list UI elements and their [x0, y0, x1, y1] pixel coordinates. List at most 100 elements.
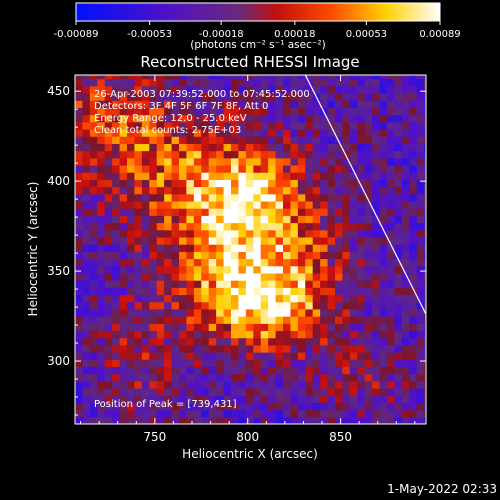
heatmap-cell: [335, 359, 344, 368]
heatmap-cell: [327, 272, 336, 281]
heatmap-cell: [364, 337, 373, 346]
heatmap-cell: [193, 114, 202, 123]
heatmap-cell: [424, 395, 426, 404]
heatmap-cell: [372, 92, 381, 101]
heatmap-cell: [327, 287, 336, 296]
heatmap-cell: [231, 265, 240, 274]
heatmap-cell: [231, 143, 240, 152]
heatmap-cell: [134, 222, 143, 231]
heatmap-cell: [208, 136, 217, 144]
heatmap-cell: [134, 164, 143, 173]
heatmap-cell: [171, 208, 180, 216]
heatmap-cell: [364, 294, 373, 303]
heatmap-cell: [89, 78, 98, 87]
heatmap-cell: [97, 164, 106, 173]
heatmap-cell: [253, 251, 262, 260]
heatmap-cell: [223, 395, 232, 404]
heatmap-cell: [401, 208, 410, 216]
heatmap-cell: [253, 150, 262, 159]
heatmap-cell: [416, 344, 425, 353]
heatmap-cell: [208, 128, 217, 137]
heatmap-cell: [320, 330, 329, 339]
heatmap-cell: [134, 258, 143, 267]
heatmap-cell: [372, 121, 381, 130]
heatmap-cell: [216, 92, 225, 101]
heatmap-cell: [290, 75, 299, 80]
heatmap-cell: [75, 121, 84, 130]
heatmap-cell: [260, 265, 269, 274]
heatmap-cell: [312, 294, 321, 303]
heatmap-cell: [186, 136, 195, 144]
heatmap-cell: [379, 114, 388, 123]
heatmap-cell: [223, 416, 232, 424]
heatmap-cell: [164, 136, 173, 144]
heatmap-cell: [260, 380, 269, 389]
heatmap-cell: [357, 301, 366, 310]
heatmap-cell: [112, 215, 121, 224]
heatmap-cell: [290, 172, 299, 180]
heatmap-cell: [364, 287, 373, 296]
heatmap-cell: [141, 100, 150, 108]
heatmap-cell: [327, 208, 336, 216]
colorbar-tick-label: -0.00089: [54, 29, 99, 40]
heatmap-cell: [320, 380, 329, 389]
heatmap-cell: [97, 179, 106, 188]
heatmap-cell: [171, 186, 180, 195]
heatmap-cell: [119, 337, 128, 346]
heatmap-cell: [141, 222, 150, 231]
heatmap-cell: [342, 337, 351, 346]
heatmap-cell: [231, 215, 240, 224]
heatmap-cell: [283, 395, 292, 404]
heatmap-cell: [379, 200, 388, 209]
heatmap-cell: [394, 215, 403, 224]
heatmap-cell: [223, 366, 232, 375]
heatmap-cell: [245, 330, 254, 339]
heatmap-cell: [193, 128, 202, 137]
colorbar-gradient: [75, 2, 441, 22]
heatmap-cell: [134, 150, 143, 159]
heatmap-cell: [97, 107, 106, 116]
heatmap-cell: [179, 316, 188, 324]
heatmap-cell: [82, 208, 91, 216]
heatmap-cell: [275, 301, 284, 310]
heatmap-cell: [134, 208, 143, 216]
heatmap-cell: [179, 75, 188, 80]
heatmap-cell: [82, 186, 91, 195]
heatmap-cell: [238, 200, 247, 209]
solar-limb-line: [304, 74, 427, 315]
heatmap-cell: [401, 352, 410, 360]
heatmap-cell: [379, 280, 388, 288]
heatmap-cell: [97, 388, 106, 396]
heatmap-cell: [268, 164, 277, 173]
heatmap-cell: [327, 337, 336, 346]
heatmap-cell: [342, 330, 351, 339]
heatmap-cell: [401, 402, 410, 411]
heatmap-cell: [416, 244, 425, 252]
heatmap-cell: [134, 337, 143, 346]
heatmap-cell: [357, 280, 366, 288]
heatmap-cell: [193, 244, 202, 252]
heatmap-cell: [372, 85, 381, 94]
heatmap-cell: [364, 409, 373, 418]
heatmap-cell: [283, 75, 292, 80]
heatmap-cell: [335, 136, 344, 144]
heatmap-cell: [201, 193, 210, 202]
heatmap-cell: [268, 294, 277, 303]
heatmap-cell: [186, 251, 195, 260]
heatmap-cell: [409, 280, 418, 288]
heatmap-cell: [335, 366, 344, 375]
heatmap-cell: [134, 200, 143, 209]
heatmap-cell: [223, 280, 232, 288]
heatmap-cell: [223, 179, 232, 188]
y-axis-label: Heliocentric Y (arcsec): [26, 182, 40, 317]
heatmap-cell: [349, 251, 358, 260]
heatmap-cell: [112, 78, 121, 87]
heatmap-cell: [372, 287, 381, 296]
heatmap-cell: [149, 164, 158, 173]
heatmap-cell: [179, 136, 188, 144]
heatmap-cell: [238, 352, 247, 360]
heatmap-cell: [268, 301, 277, 310]
heatmap-cell: [253, 323, 262, 332]
heatmap-cell: [89, 265, 98, 274]
heatmap-cell: [364, 402, 373, 411]
